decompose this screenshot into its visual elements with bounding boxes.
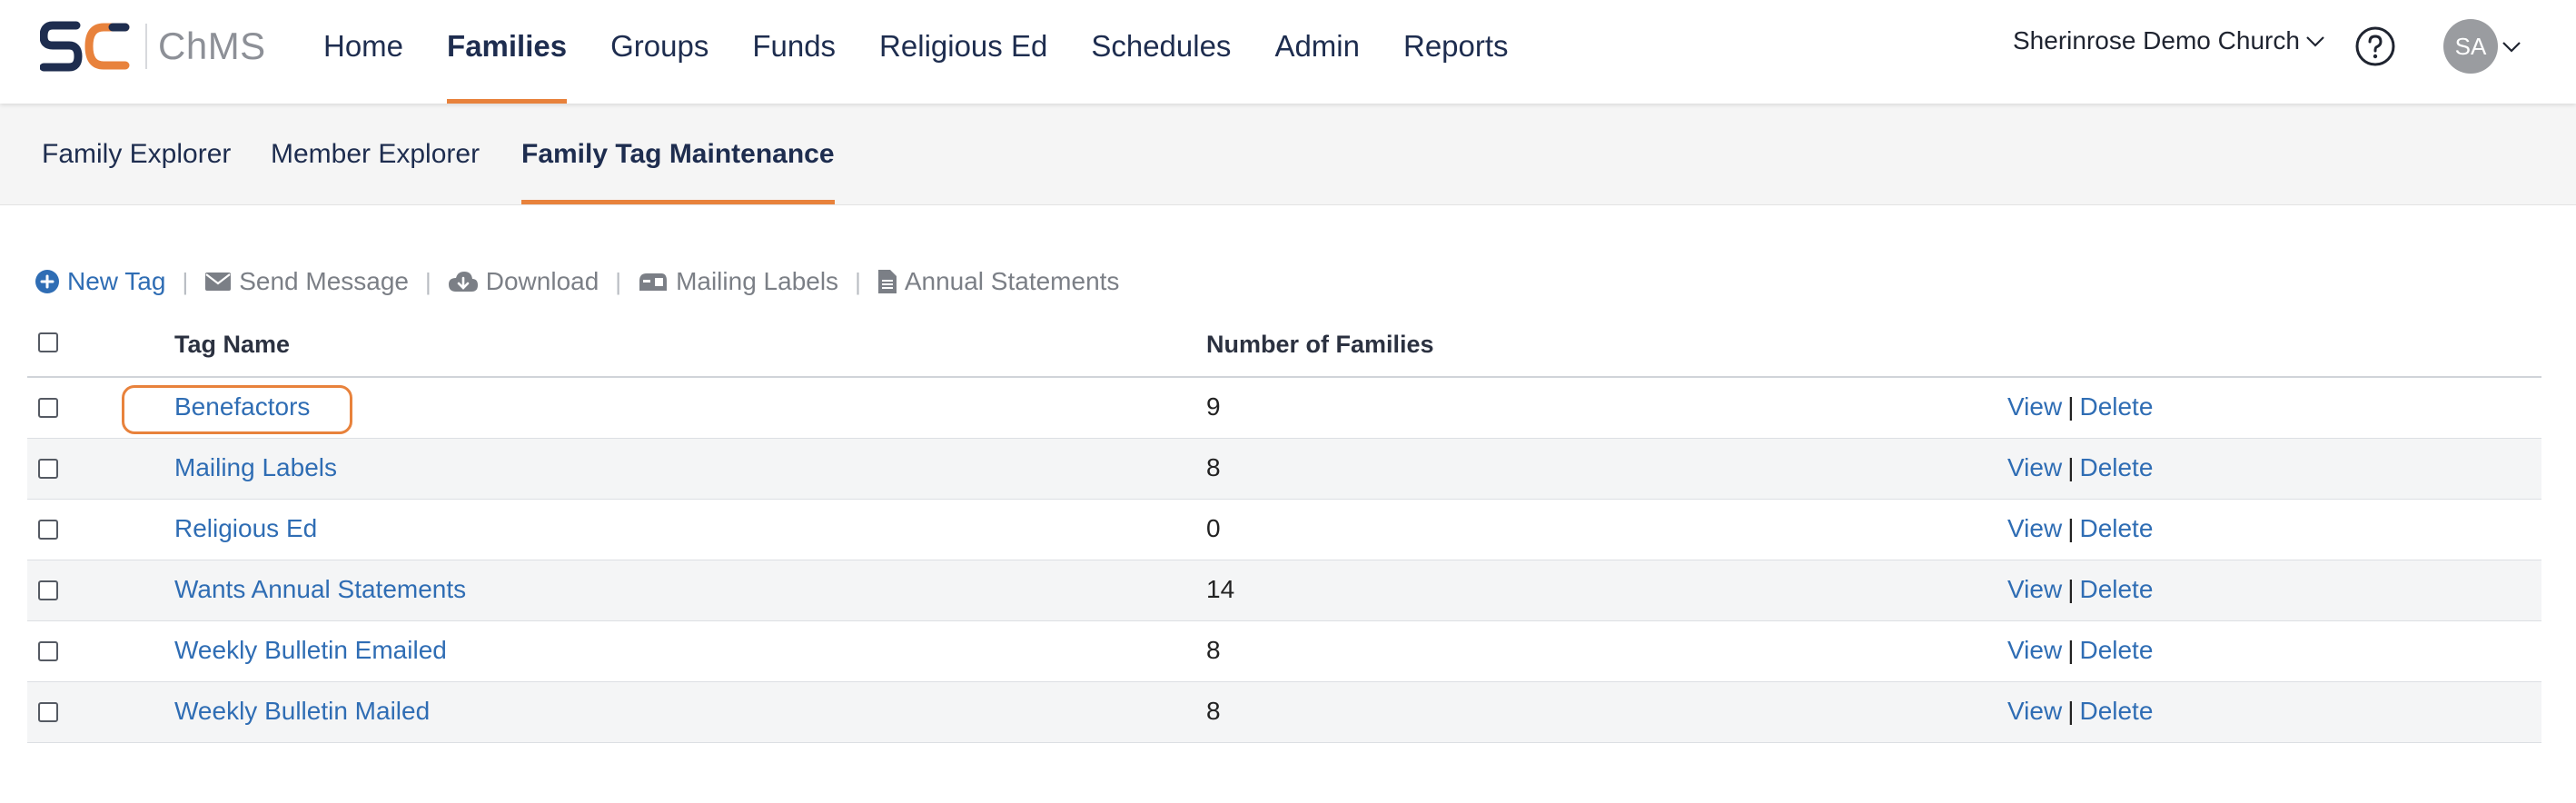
row-checkbox[interactable] [38,641,58,661]
nav-item-families[interactable]: Families [425,0,589,104]
cloud-download-icon [448,272,478,292]
family-count: 8 [1206,453,1221,481]
tab-family-explorer[interactable]: Family Explorer [42,139,232,169]
delete-link[interactable]: Delete [2079,636,2154,664]
nav-item-admin[interactable]: Admin [1274,29,1360,63]
toolbar-separator: | [182,267,189,295]
tab-member-explorer[interactable]: Member Explorer [271,139,481,169]
user-avatar[interactable]: SA [2443,19,2498,74]
family-count: 0 [1206,514,1221,542]
annual-statements-label: Annual Statements [904,267,1120,295]
toolbar-separator: | [855,267,861,295]
logo-divider [145,24,147,69]
app-name: ChMS [158,25,266,67]
table-row: Religious Ed 0 View | Delete [27,500,2541,560]
row-actions: View | Delete [2007,453,2153,482]
plus-circle-icon [35,270,59,293]
action-separator: | [2067,453,2075,481]
action-separator: | [2067,697,2075,725]
nav-item-religious-ed[interactable]: Religious Ed [879,29,1048,63]
action-separator: | [2067,636,2075,664]
row-actions: View | Delete [2007,697,2153,726]
toolbar-separator: | [425,267,431,295]
view-link[interactable]: View [2007,697,2063,725]
nav-item-reports[interactable]: Reports [1402,29,1509,63]
tag-toolbar: New Tag | Send Message | Download | Mail… [35,263,1119,300]
tag-name-link[interactable]: Weekly Bulletin Emailed [174,636,447,664]
action-separator: | [2067,514,2075,542]
tag-name-link[interactable]: Religious Ed [174,514,318,542]
view-link[interactable]: View [2007,575,2063,603]
column-header-number-of-families[interactable]: Number of Families [1206,331,1434,358]
family-tags-table: Tag Name Number of Families Benefactors … [27,320,2541,743]
send-message-button[interactable]: Send Message [204,267,409,296]
nav-item-home[interactable]: Home [323,29,404,63]
help-icon[interactable] [2354,25,2396,67]
table-row: Weekly Bulletin Mailed 8 View | Delete [27,682,2541,743]
table-row: Weekly Bulletin Emailed 8 View | Delete [27,621,2541,682]
row-actions: View | Delete [2007,514,2153,543]
row-checkbox[interactable] [38,398,58,418]
sub-navigation-bar: Family Explorer Member Explorer Family T… [0,104,2576,205]
view-link[interactable]: View [2007,453,2063,481]
delete-link[interactable]: Delete [2079,392,2154,421]
tag-name-link[interactable]: Weekly Bulletin Mailed [174,697,431,725]
view-link[interactable]: View [2007,392,2063,421]
envelope-icon [205,273,232,291]
delete-link[interactable]: Delete [2079,453,2154,481]
app-logo[interactable]: ChMS [40,18,266,74]
table-body: Benefactors 9 View | Delete Mailing Labels… [27,378,2541,743]
view-link[interactable]: View [2007,514,2063,542]
church-selector[interactable]: Sherinrose Demo Church [2013,26,2327,55]
church-name: Sherinrose Demo Church [2013,26,2300,55]
sc-logo-icon [40,21,130,72]
row-checkbox[interactable] [38,459,58,479]
table-row: Mailing Labels 8 View | Delete [27,439,2541,500]
new-tag-button[interactable]: New Tag [35,267,165,296]
top-navigation-bar: ChMS Home Families Groups Funds Religiou… [0,0,2576,104]
nav-item-funds[interactable]: Funds [752,29,837,63]
family-count: 8 [1206,636,1221,664]
row-checkbox[interactable] [38,702,58,722]
tag-name-link[interactable]: Wants Annual Statements [174,575,467,603]
delete-link[interactable]: Delete [2079,697,2154,725]
nav-item-groups[interactable]: Groups [610,29,709,63]
mailing-labels-button[interactable]: Mailing Labels [638,267,838,296]
document-icon [877,270,897,293]
chevron-down-icon[interactable] [2500,35,2523,58]
family-count: 8 [1206,697,1221,725]
main-nav: Home Families Groups Funds Religious Ed … [302,0,1531,104]
family-count: 14 [1206,575,1235,603]
family-count: 9 [1206,392,1221,421]
table-row: Benefactors 9 View | Delete [27,378,2541,439]
tab-family-tag-maintenance[interactable]: Family Tag Maintenance [521,104,835,204]
download-label: Download [485,267,599,295]
select-all-checkbox[interactable] [38,332,58,352]
row-checkbox[interactable] [38,580,58,600]
row-actions: View | Delete [2007,575,2153,604]
send-message-label: Send Message [239,267,409,295]
action-separator: | [2067,392,2075,421]
tag-name-link[interactable]: Benefactors [174,392,311,421]
table-row: Wants Annual Statements 14 View | Delete [27,560,2541,621]
nav-item-schedules[interactable]: Schedules [1091,29,1232,63]
row-checkbox[interactable] [38,520,58,540]
delete-link[interactable]: Delete [2079,575,2154,603]
chevron-down-icon [2306,36,2324,47]
action-separator: | [2067,575,2075,603]
tag-name-link[interactable]: Mailing Labels [174,453,337,481]
view-link[interactable]: View [2007,636,2063,664]
download-button[interactable]: Download [448,267,599,296]
new-tag-label: New Tag [67,267,166,295]
annual-statements-button[interactable]: Annual Statements [877,267,1120,296]
row-actions: View | Delete [2007,392,2153,421]
mailing-labels-label: Mailing Labels [676,267,839,295]
row-actions: View | Delete [2007,636,2153,665]
toolbar-separator: | [615,267,622,295]
table-header: Tag Name Number of Families [27,320,2541,378]
delete-link[interactable]: Delete [2079,514,2154,542]
mailbox-icon [639,273,668,291]
column-header-tag-name[interactable]: Tag Name [174,331,291,358]
